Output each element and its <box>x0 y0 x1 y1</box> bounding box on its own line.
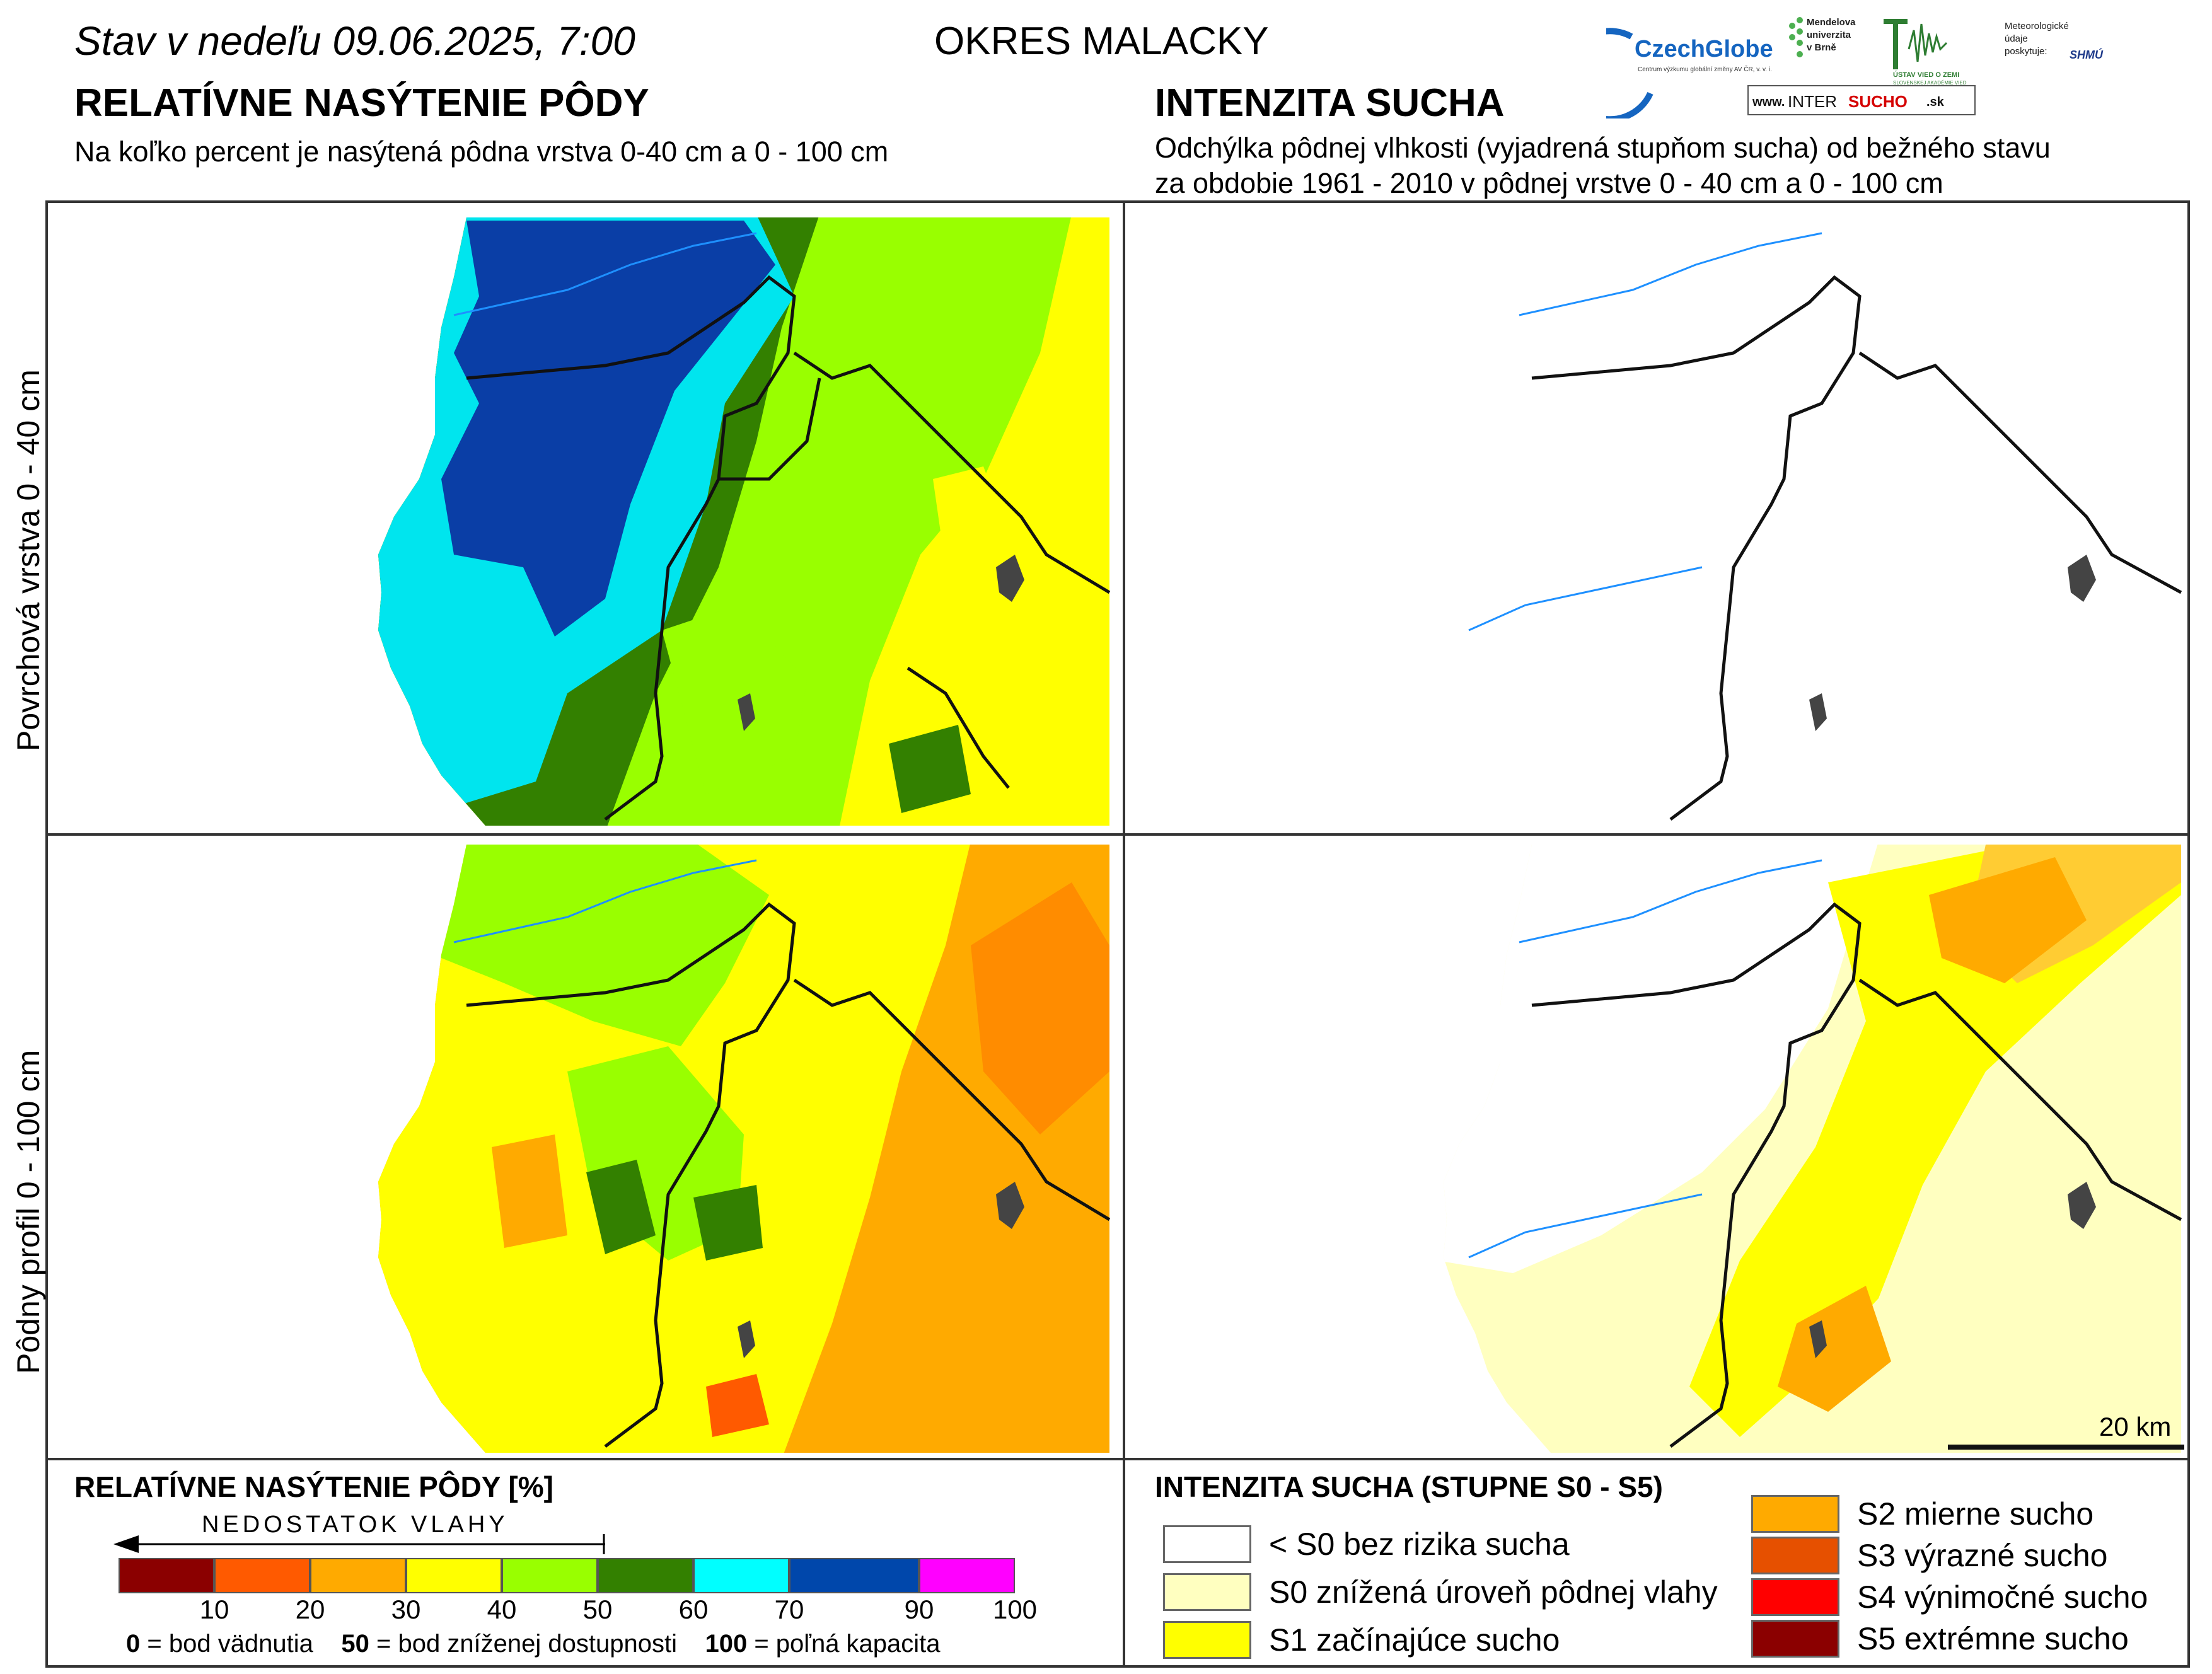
drought-legend-col-1: < S0 bez rizika sucha S0 znížená úroveň … <box>1163 1525 1718 1659</box>
mendelu-logo: Mendelova univerzita v Brně <box>1789 17 1856 57</box>
ustav-logo: ÚSTAV VIED O ZEMI SLOVENSKEJ AKADÉMIE VI… <box>1884 19 1967 86</box>
swatch-1 <box>1163 1573 1251 1611</box>
colorbar-bin-2 <box>310 1558 406 1593</box>
saturation-colorbar <box>119 1558 1026 1593</box>
svg-text:www.: www. <box>1752 95 1785 109</box>
row-divider <box>45 833 2190 836</box>
drought-legend-title: INTENZITA SUCHA (STUPNE S0 - S5) <box>1155 1470 1663 1503</box>
drought-title: INTENZITA SUCHA <box>1155 81 1505 125</box>
svg-text:univerzita: univerzita <box>1807 30 1851 40</box>
maps-frame <box>45 200 2190 1668</box>
tick-10: 10 <box>199 1595 229 1624</box>
saturation-legend-title: RELATÍVNE NASÝTENIE PÔDY [%] <box>74 1470 553 1503</box>
deficit-arrow <box>113 1534 605 1554</box>
towns <box>738 555 2096 1358</box>
tick-40: 40 <box>487 1595 517 1624</box>
legend-item-s1: S1 začínajúce sucho <box>1163 1621 1718 1659</box>
rivers <box>453 232 1822 1259</box>
colorbar-bin-4 <box>502 1558 598 1593</box>
swatch-4 <box>1751 1537 1839 1574</box>
legend-divider <box>45 1458 2190 1460</box>
legend-item-s4: S4 výnimočné sucho <box>1751 1578 2148 1616</box>
tick-20: 20 <box>295 1595 325 1624</box>
legend-item-s2: S2 mierne sucho <box>1751 1495 2148 1533</box>
swatch-0 <box>1163 1525 1251 1563</box>
tick-30: 30 <box>391 1595 421 1624</box>
legend-item-no-risk: < S0 bez rizika sucha <box>1163 1525 1718 1563</box>
czechglobe-text: CzechGlobe <box>1635 36 1773 62</box>
swatch-3 <box>1751 1495 1839 1533</box>
colorbar-bin-3 <box>406 1558 502 1593</box>
svg-text:SUCHO: SUCHO <box>1848 92 1908 111</box>
meteo-provider: Meteorologické údaje poskytuje: SHMÚ <box>2005 21 2104 61</box>
tick-50: 50 <box>582 1595 613 1624</box>
svg-text:Mendelova: Mendelova <box>1807 17 1856 28</box>
colorbar-bin-5 <box>598 1558 693 1593</box>
svg-text:ÚSTAV VIED O ZEMI: ÚSTAV VIED O ZEMI <box>1893 71 1959 79</box>
swatch-2 <box>1163 1621 1251 1659</box>
svg-text:.sk: .sk <box>1926 95 1945 109</box>
legend-item-s3: S3 výrazné sucho <box>1751 1537 2148 1574</box>
shmu-logo: SHMÚ <box>2070 48 2104 61</box>
legend-item-s0: S0 znížená úroveň pôdnej vlahy <box>1163 1573 1718 1611</box>
drought-subtitle-1: Odchýlka pôdnej vlhkosti (vyjadrená stup… <box>1155 132 2051 164</box>
partner-logos: CzechGlobe Centrum výzkumu globální změn… <box>1563 11 2136 123</box>
map-drought-profile <box>1444 845 2181 1453</box>
intersucho-banner: www. INTER SUCHO .sk <box>1747 85 1976 115</box>
map-drought-surface <box>1444 217 2181 826</box>
vertical-divider <box>1123 200 1125 1668</box>
district-title: OKRES MALACKY <box>934 20 1269 63</box>
district-borders <box>466 275 2182 1448</box>
czechglobe-subtext: Centrum výzkumu globální změny AV ČR, v.… <box>1638 65 1772 73</box>
svg-text:v Brně: v Brně <box>1807 42 1836 53</box>
drought-subtitle-2: za obdobie 1961 - 2010 v pôdnej vrstve 0… <box>1155 167 1943 199</box>
tick-90: 90 <box>904 1595 934 1624</box>
colorbar-bin-1 <box>214 1558 310 1593</box>
legend-item-s5: S5 extrémne sucho <box>1751 1620 2148 1658</box>
colorbar-bin-7 <box>789 1558 919 1593</box>
swatch-6 <box>1751 1620 1839 1658</box>
svg-text:poskytuje:: poskytuje: <box>2005 46 2047 57</box>
colorbar-bin-8 <box>919 1558 1015 1593</box>
svg-text:Meteorologické: Meteorologické <box>2005 21 2069 32</box>
swatch-5 <box>1751 1578 1839 1616</box>
map-saturation-profile <box>378 845 1109 1453</box>
svg-text:INTER: INTER <box>1788 92 1837 111</box>
saturation-title: RELATÍVNE NASÝTENIE PÔDY <box>74 81 649 125</box>
saturation-definitions: 0 = bod vädnutia 50 = bod zníženej dostu… <box>126 1630 941 1658</box>
saturation-subtitle: Na koľko percent je nasýtená pôdna vrstv… <box>74 136 889 168</box>
svg-text:SLOVENSKEJ AKADÉMIE VIED: SLOVENSKEJ AKADÉMIE VIED <box>1893 80 1967 86</box>
colorbar-ticks: 10 20 30 40 50 60 70 90 100 <box>119 1595 1037 1626</box>
svg-text:údaje: údaje <box>2005 33 2028 44</box>
deficit-arrow-label: NEDOSTATOK VLAHY <box>202 1511 509 1538</box>
tick-100: 100 <box>992 1595 1038 1624</box>
date-label: Stav v nedeľu 09.06.2025, 7:00 <box>74 18 635 64</box>
colorbar-bin-0 <box>119 1558 214 1593</box>
tick-60: 60 <box>678 1595 709 1624</box>
tick-70: 70 <box>774 1595 804 1624</box>
scale-bar-label: 20 km <box>2099 1412 2172 1441</box>
drought-legend-col-2: S2 mierne sucho S3 výrazné sucho S4 výni… <box>1751 1495 2148 1658</box>
colorbar-bin-6 <box>693 1558 789 1593</box>
map-saturation-surface <box>378 217 1109 826</box>
